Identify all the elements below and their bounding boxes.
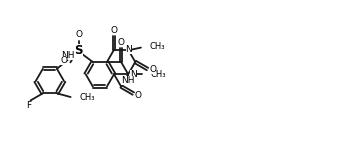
Text: NH: NH [121,76,135,85]
Text: O: O [60,56,67,65]
Text: CH₃: CH₃ [150,70,166,79]
Text: F: F [27,101,32,110]
Text: NH: NH [61,51,75,60]
Text: O: O [111,26,117,35]
Text: O: O [135,91,142,100]
Text: O: O [149,65,156,73]
Text: CH₃: CH₃ [149,42,165,51]
Text: CH₃: CH₃ [80,92,95,102]
Text: O: O [118,38,125,47]
Text: S: S [74,44,83,57]
Text: O: O [75,30,82,39]
Text: N: N [130,70,137,79]
Text: N: N [126,45,132,54]
